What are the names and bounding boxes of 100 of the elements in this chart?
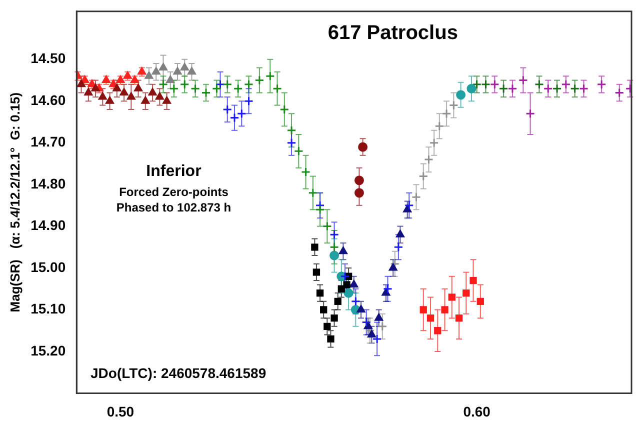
point	[362, 318, 372, 328]
point	[480, 80, 490, 90]
point	[91, 84, 100, 92]
point	[330, 314, 338, 322]
point	[356, 304, 366, 312]
point	[222, 80, 232, 90]
annotation: Inferior	[146, 163, 202, 180]
point	[254, 76, 264, 85]
point	[330, 242, 340, 252]
point	[334, 298, 342, 305]
point	[294, 146, 304, 156]
point	[236, 108, 246, 118]
point	[543, 84, 553, 94]
point	[280, 104, 290, 114]
point	[394, 242, 404, 252]
point	[448, 294, 456, 301]
point	[429, 138, 439, 148]
point	[354, 176, 364, 186]
point	[424, 154, 434, 164]
point	[561, 80, 571, 90]
point	[518, 76, 528, 85]
point	[374, 313, 384, 321]
point	[155, 92, 164, 100]
point	[448, 100, 458, 110]
point	[286, 138, 296, 148]
y-axis-title: Mag(SR) (α: 5.4/12.2/12.1° G: 0.15)	[7, 92, 22, 312]
point	[173, 67, 182, 75]
point	[578, 84, 588, 94]
y-tick-label: 15.20	[30, 342, 66, 358]
point	[286, 126, 296, 136]
point	[324, 322, 331, 330]
point	[382, 284, 392, 294]
point	[272, 84, 282, 94]
point	[470, 276, 477, 284]
point	[148, 88, 157, 96]
point	[159, 62, 168, 70]
y-tick-label: 14.50	[30, 50, 66, 66]
point	[418, 171, 428, 181]
point	[330, 230, 340, 240]
point	[327, 335, 334, 343]
point	[126, 92, 136, 100]
point	[98, 92, 107, 100]
point	[316, 289, 324, 297]
point	[312, 268, 320, 276]
annotation: Forced Zero-points	[119, 185, 229, 200]
point	[340, 272, 350, 282]
point	[596, 80, 606, 90]
point	[396, 230, 404, 238]
point	[570, 84, 580, 94]
point	[222, 104, 232, 114]
y-tick-label: 14.70	[30, 134, 66, 150]
point	[188, 67, 196, 75]
point	[338, 246, 348, 254]
point	[233, 84, 243, 94]
point	[354, 188, 364, 198]
point	[265, 71, 275, 81]
point	[378, 322, 388, 332]
point	[462, 289, 470, 297]
point	[84, 88, 93, 96]
y-tick-label: 15.00	[30, 258, 66, 275]
point	[166, 76, 175, 83]
y-tick-label: 14.60	[30, 92, 66, 108]
point	[404, 200, 414, 210]
point	[472, 80, 482, 90]
point	[498, 84, 508, 94]
point	[158, 80, 168, 90]
point	[77, 80, 86, 88]
point	[169, 84, 179, 94]
point	[434, 121, 444, 131]
point	[106, 96, 114, 104]
point	[212, 84, 222, 94]
point	[388, 263, 398, 271]
point	[382, 288, 390, 296]
point	[320, 306, 328, 314]
y-tick-label: 14.90	[30, 217, 66, 234]
point	[190, 84, 200, 94]
point	[412, 192, 422, 202]
point	[344, 288, 354, 298]
point	[434, 327, 442, 334]
point	[614, 88, 624, 98]
point	[311, 244, 318, 251]
text: 617 Patroclus	[328, 22, 458, 44]
point	[180, 80, 190, 90]
point	[350, 280, 358, 288]
point	[552, 84, 562, 94]
point	[216, 80, 225, 90]
point	[476, 298, 484, 305]
point	[367, 330, 376, 338]
point	[508, 84, 518, 94]
point	[526, 108, 536, 118]
point	[441, 306, 448, 314]
point	[301, 167, 311, 177]
point	[420, 306, 427, 314]
point	[162, 96, 172, 104]
point	[426, 314, 434, 322]
point	[456, 90, 466, 100]
point	[403, 204, 412, 212]
point	[180, 62, 189, 70]
point	[120, 88, 128, 96]
point	[141, 96, 150, 104]
